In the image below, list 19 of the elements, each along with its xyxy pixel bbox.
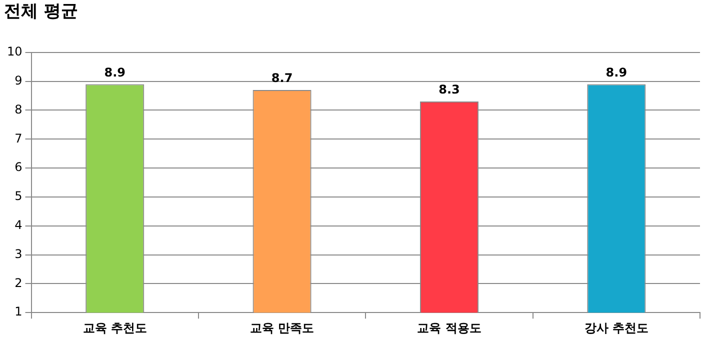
y-tick-label: 3 xyxy=(14,246,22,261)
data-label: 8.9 xyxy=(606,65,628,80)
y-tick-label: 8 xyxy=(14,102,22,116)
data-label: 8.3 xyxy=(438,82,460,97)
x-tick-label: 교육 추천도 xyxy=(82,320,147,335)
y-tick-label: 2 xyxy=(14,276,22,290)
y-tick-label: 4 xyxy=(14,218,22,232)
data-label: 8.7 xyxy=(271,71,293,86)
x-tick-label: 교육 만족도 xyxy=(250,320,314,335)
y-tick-label: 7 xyxy=(14,131,22,146)
data-label: 8.9 xyxy=(104,65,126,80)
y-tick-label: 9 xyxy=(14,73,22,88)
y-tick-label: 10 xyxy=(6,44,22,59)
y-tick-label: 6 xyxy=(14,160,22,174)
y-tick-label: 1 xyxy=(14,304,22,319)
chart-title: 전체 평균 xyxy=(4,2,78,22)
x-tick-label: 교육 적용도 xyxy=(417,320,482,335)
x-tick-label: 강사 추천도 xyxy=(584,320,648,335)
y-tick-label: 5 xyxy=(14,189,22,204)
